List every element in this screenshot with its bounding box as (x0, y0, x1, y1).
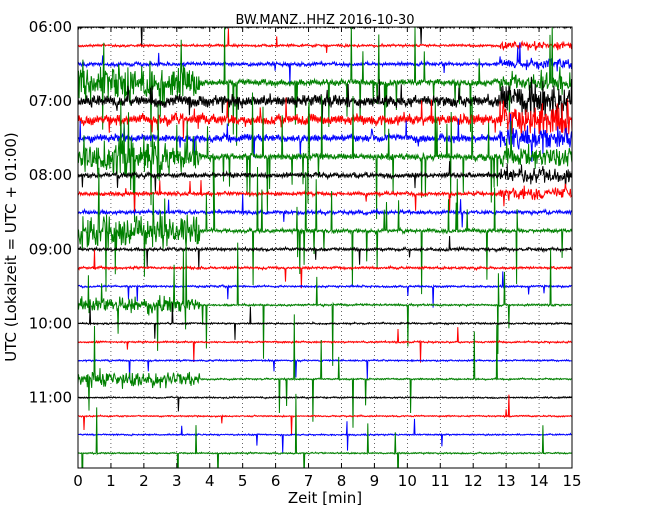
x-tick-label: 14 (530, 472, 549, 490)
x-tick-label: 9 (370, 472, 380, 490)
x-tick-label: 3 (172, 472, 182, 490)
y-tick-label: 11:00 (29, 389, 72, 407)
grid-lines (78, 27, 572, 468)
trace-16 (78, 242, 572, 366)
trace-group (78, 27, 572, 468)
x-tick-label: 8 (337, 472, 347, 490)
y-tick-label: 09:00 (29, 240, 72, 258)
trace-09 (78, 161, 572, 192)
x-tick-label: 11 (431, 472, 450, 490)
trace-23 (78, 418, 572, 454)
trace-21 (78, 395, 572, 412)
x-tick-label: 1 (106, 472, 116, 490)
y-tick-label: 06:00 (29, 18, 72, 36)
x-tick-label: 0 (73, 472, 83, 490)
trace-14 (78, 249, 572, 289)
trace-10 (78, 180, 572, 214)
y-tick-label: 07:00 (29, 92, 72, 110)
x-tick-label: 13 (497, 472, 516, 490)
trace-03 (78, 42, 572, 86)
chart-title: BW.MANZ..HHZ 2016-10-30 (235, 13, 414, 28)
trace-19 (78, 358, 572, 380)
trace-17 (78, 302, 572, 340)
y-tick-label: 08:00 (29, 166, 72, 184)
x-axis-label: Zeit [min] (288, 489, 362, 507)
x-tick-label: 7 (304, 472, 314, 490)
x-tick-label: 2 (139, 472, 149, 490)
trace-24 (78, 393, 572, 468)
trace-20 (78, 314, 572, 428)
x-tick-label: 4 (205, 472, 215, 490)
trace-08 (78, 92, 572, 223)
trace-13 (78, 235, 572, 270)
y-axis-label: UTC (Lokalzeit = UTC + 01:00) (2, 132, 20, 362)
trace-02 (78, 28, 572, 53)
trace-07 (78, 113, 572, 162)
y-tick-label: 10:00 (29, 314, 72, 332)
trace-15 (78, 271, 572, 308)
trace-05 (78, 76, 572, 124)
trace-06 (78, 97, 572, 139)
x-tick-label: 15 (562, 472, 581, 490)
plot-frame (77, 26, 573, 469)
trace-12 (78, 166, 572, 295)
x-tick-label: 12 (464, 472, 483, 490)
trace-22 (78, 394, 572, 436)
trace-18 (78, 327, 572, 363)
axis-ticks: 0 1 2 3 4 5 6 7 8 9 10 11 12 13 14 1506:0007:0008:0009:… (29, 18, 582, 490)
x-tick-label: 6 (271, 472, 281, 490)
x-tick-label: 10 (398, 472, 417, 490)
trace-04 (78, 27, 572, 148)
x-tick-label: 5 (238, 472, 248, 490)
